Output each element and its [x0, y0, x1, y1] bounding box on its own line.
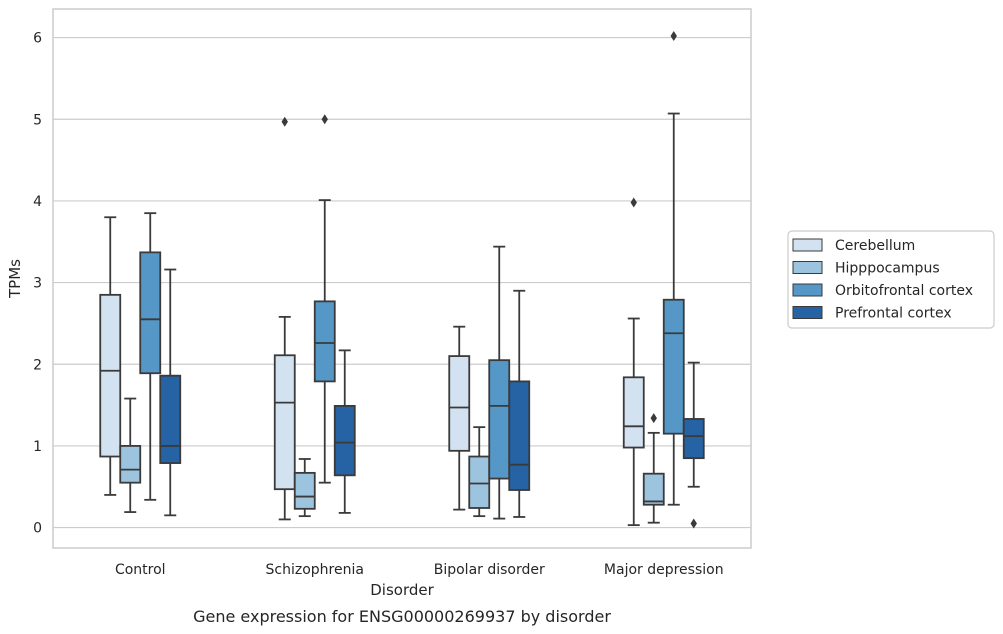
box-cerebellum	[622, 197, 645, 527]
iqr-box	[488, 359, 511, 480]
outlier-point	[321, 114, 328, 125]
outlier-point	[650, 413, 657, 424]
x-tick-label: Schizophrenia	[266, 562, 364, 578]
iqr-box	[293, 471, 316, 510]
y-tick-label: 4	[33, 194, 42, 210]
iqr-box	[273, 354, 296, 491]
iqr-box	[662, 298, 685, 435]
box-hipppocampus	[468, 426, 491, 518]
outlier-point	[281, 116, 288, 127]
legend-label: Cerebellum	[835, 238, 915, 254]
box-hipppocampus	[119, 397, 142, 513]
iqr-box	[448, 355, 471, 452]
iqr-box	[119, 445, 142, 484]
box-orbitofrontal-cortex	[139, 212, 162, 501]
iqr-box	[159, 374, 182, 464]
iqr-box	[682, 418, 705, 460]
x-axis-title: Disorder	[370, 581, 434, 599]
iqr-box	[313, 300, 336, 383]
iqr-box	[642, 472, 665, 506]
x-tick-label: Control	[115, 562, 166, 578]
y-tick-label: 2	[33, 357, 42, 373]
iqr-box	[99, 293, 122, 458]
box-hipppocampus	[293, 458, 316, 518]
x-tick-labels: Control Schizophrenia Bipolar disorder Majo…	[115, 562, 724, 578]
legend-label: Orbitofrontal cortex	[835, 283, 973, 299]
box-prefrontal-cortex	[159, 268, 182, 517]
iqr-box	[333, 404, 356, 477]
box-orbitofrontal-cortex	[313, 114, 336, 484]
legend-swatch	[792, 261, 823, 274]
legend-swatch	[792, 238, 823, 252]
box-prefrontal-cortex	[333, 349, 356, 514]
y-axis-title: TPMs	[6, 259, 24, 299]
outlier-point	[690, 518, 697, 529]
y-tick-label: 0	[33, 521, 42, 537]
x-tick-label: Major depression	[604, 562, 724, 578]
y-tick-label: 1	[33, 439, 42, 455]
box-orbitofrontal-cortex	[662, 30, 685, 506]
legend-label: Hipppocampus	[835, 261, 940, 277]
box-hipppocampus	[642, 413, 665, 524]
legend: Cerebellum Hipppocampus Orbitofrontal cort…	[787, 230, 995, 329]
box-cerebellum	[273, 116, 296, 521]
plot-frame	[52, 8, 752, 549]
boxes	[99, 30, 705, 529]
iqr-box	[508, 380, 531, 491]
legend-swatch	[792, 306, 823, 319]
box-prefrontal-cortex	[508, 289, 531, 518]
legend-frame	[787, 230, 995, 329]
legend-label: Prefrontal cortex	[835, 306, 952, 322]
y-tick-label: 6	[33, 31, 42, 47]
y-tick-labels: 0 1 2 3 4 5 6	[33, 31, 42, 537]
outlier-point	[670, 30, 677, 41]
box-prefrontal-cortex	[682, 361, 705, 529]
outlier-point	[630, 197, 637, 208]
iqr-box	[468, 455, 491, 509]
box-cerebellum	[448, 325, 471, 511]
y-tick-label: 5	[33, 112, 42, 128]
box-cerebellum	[99, 216, 122, 496]
chart-caption: Gene expression for ENSG00000269937 by d…	[193, 607, 611, 626]
y-tick-label: 3	[33, 276, 42, 292]
iqr-box	[139, 251, 162, 375]
iqr-box	[622, 376, 645, 449]
legend-swatch	[792, 283, 823, 297]
x-tick-label: Bipolar disorder	[434, 562, 545, 578]
